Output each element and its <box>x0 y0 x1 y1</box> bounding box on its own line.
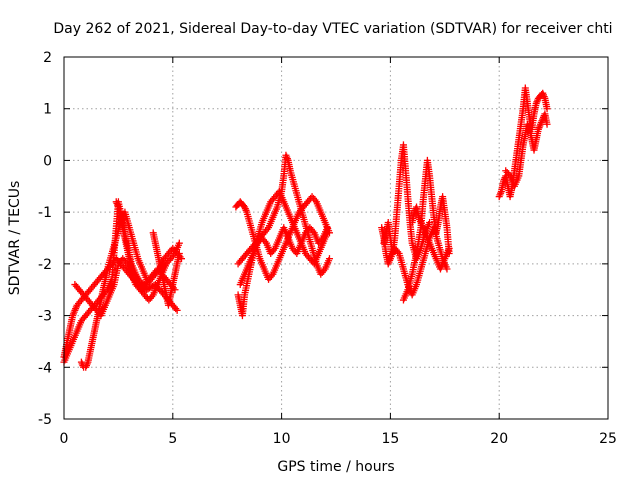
series-sat-j <box>236 224 331 289</box>
data-point <box>175 250 183 258</box>
data-point <box>323 224 331 232</box>
data-point <box>325 229 333 237</box>
x-axis-label: GPS time / hours <box>277 459 394 475</box>
y-tick-label: -3 <box>38 309 52 325</box>
data-point <box>443 265 451 273</box>
series-sat-p <box>502 110 551 190</box>
data-point <box>325 255 333 263</box>
x-tick-label: 10 <box>273 431 291 447</box>
data-point <box>543 120 551 128</box>
series-sat-n <box>408 203 453 273</box>
data-point <box>445 244 453 252</box>
series-sat-o <box>495 84 551 201</box>
y-tick-label: -4 <box>38 360 52 376</box>
y-tick-label: 2 <box>43 50 52 66</box>
series-sat-m <box>399 156 453 304</box>
series-sat-f <box>149 229 183 309</box>
x-tick-label: 0 <box>60 431 69 447</box>
x-tick-label: 20 <box>490 431 508 447</box>
data-point <box>175 239 183 247</box>
grid-lines <box>64 57 608 419</box>
x-tick-label: 5 <box>168 431 177 447</box>
data-point <box>497 189 505 197</box>
data-point <box>173 306 181 314</box>
y-tick-label: 0 <box>43 153 52 169</box>
y-tick-label: -2 <box>38 257 52 273</box>
data-point <box>426 218 434 226</box>
plot-frame <box>63 56 609 420</box>
y-tick-label: -1 <box>38 205 52 221</box>
axis-ticks <box>63 56 609 420</box>
chart-title: Day 262 of 2021, Sidereal Day-to-day VTE… <box>53 21 612 37</box>
x-tick-label: 25 <box>599 431 617 447</box>
x-tick-labels: 0 5 10 15 20 25 <box>60 431 617 447</box>
x-tick-label: 15 <box>381 431 399 447</box>
data-points <box>60 84 551 371</box>
y-tick-label: -5 <box>38 412 52 428</box>
y-tick-label: 1 <box>43 102 52 118</box>
data-point <box>543 105 551 113</box>
y-axis-label: SDTVAR / TECUs <box>7 181 23 296</box>
data-point <box>83 360 91 368</box>
y-tick-labels: 2 1 0 -1 -2 -3 -4 -5 <box>38 50 52 428</box>
